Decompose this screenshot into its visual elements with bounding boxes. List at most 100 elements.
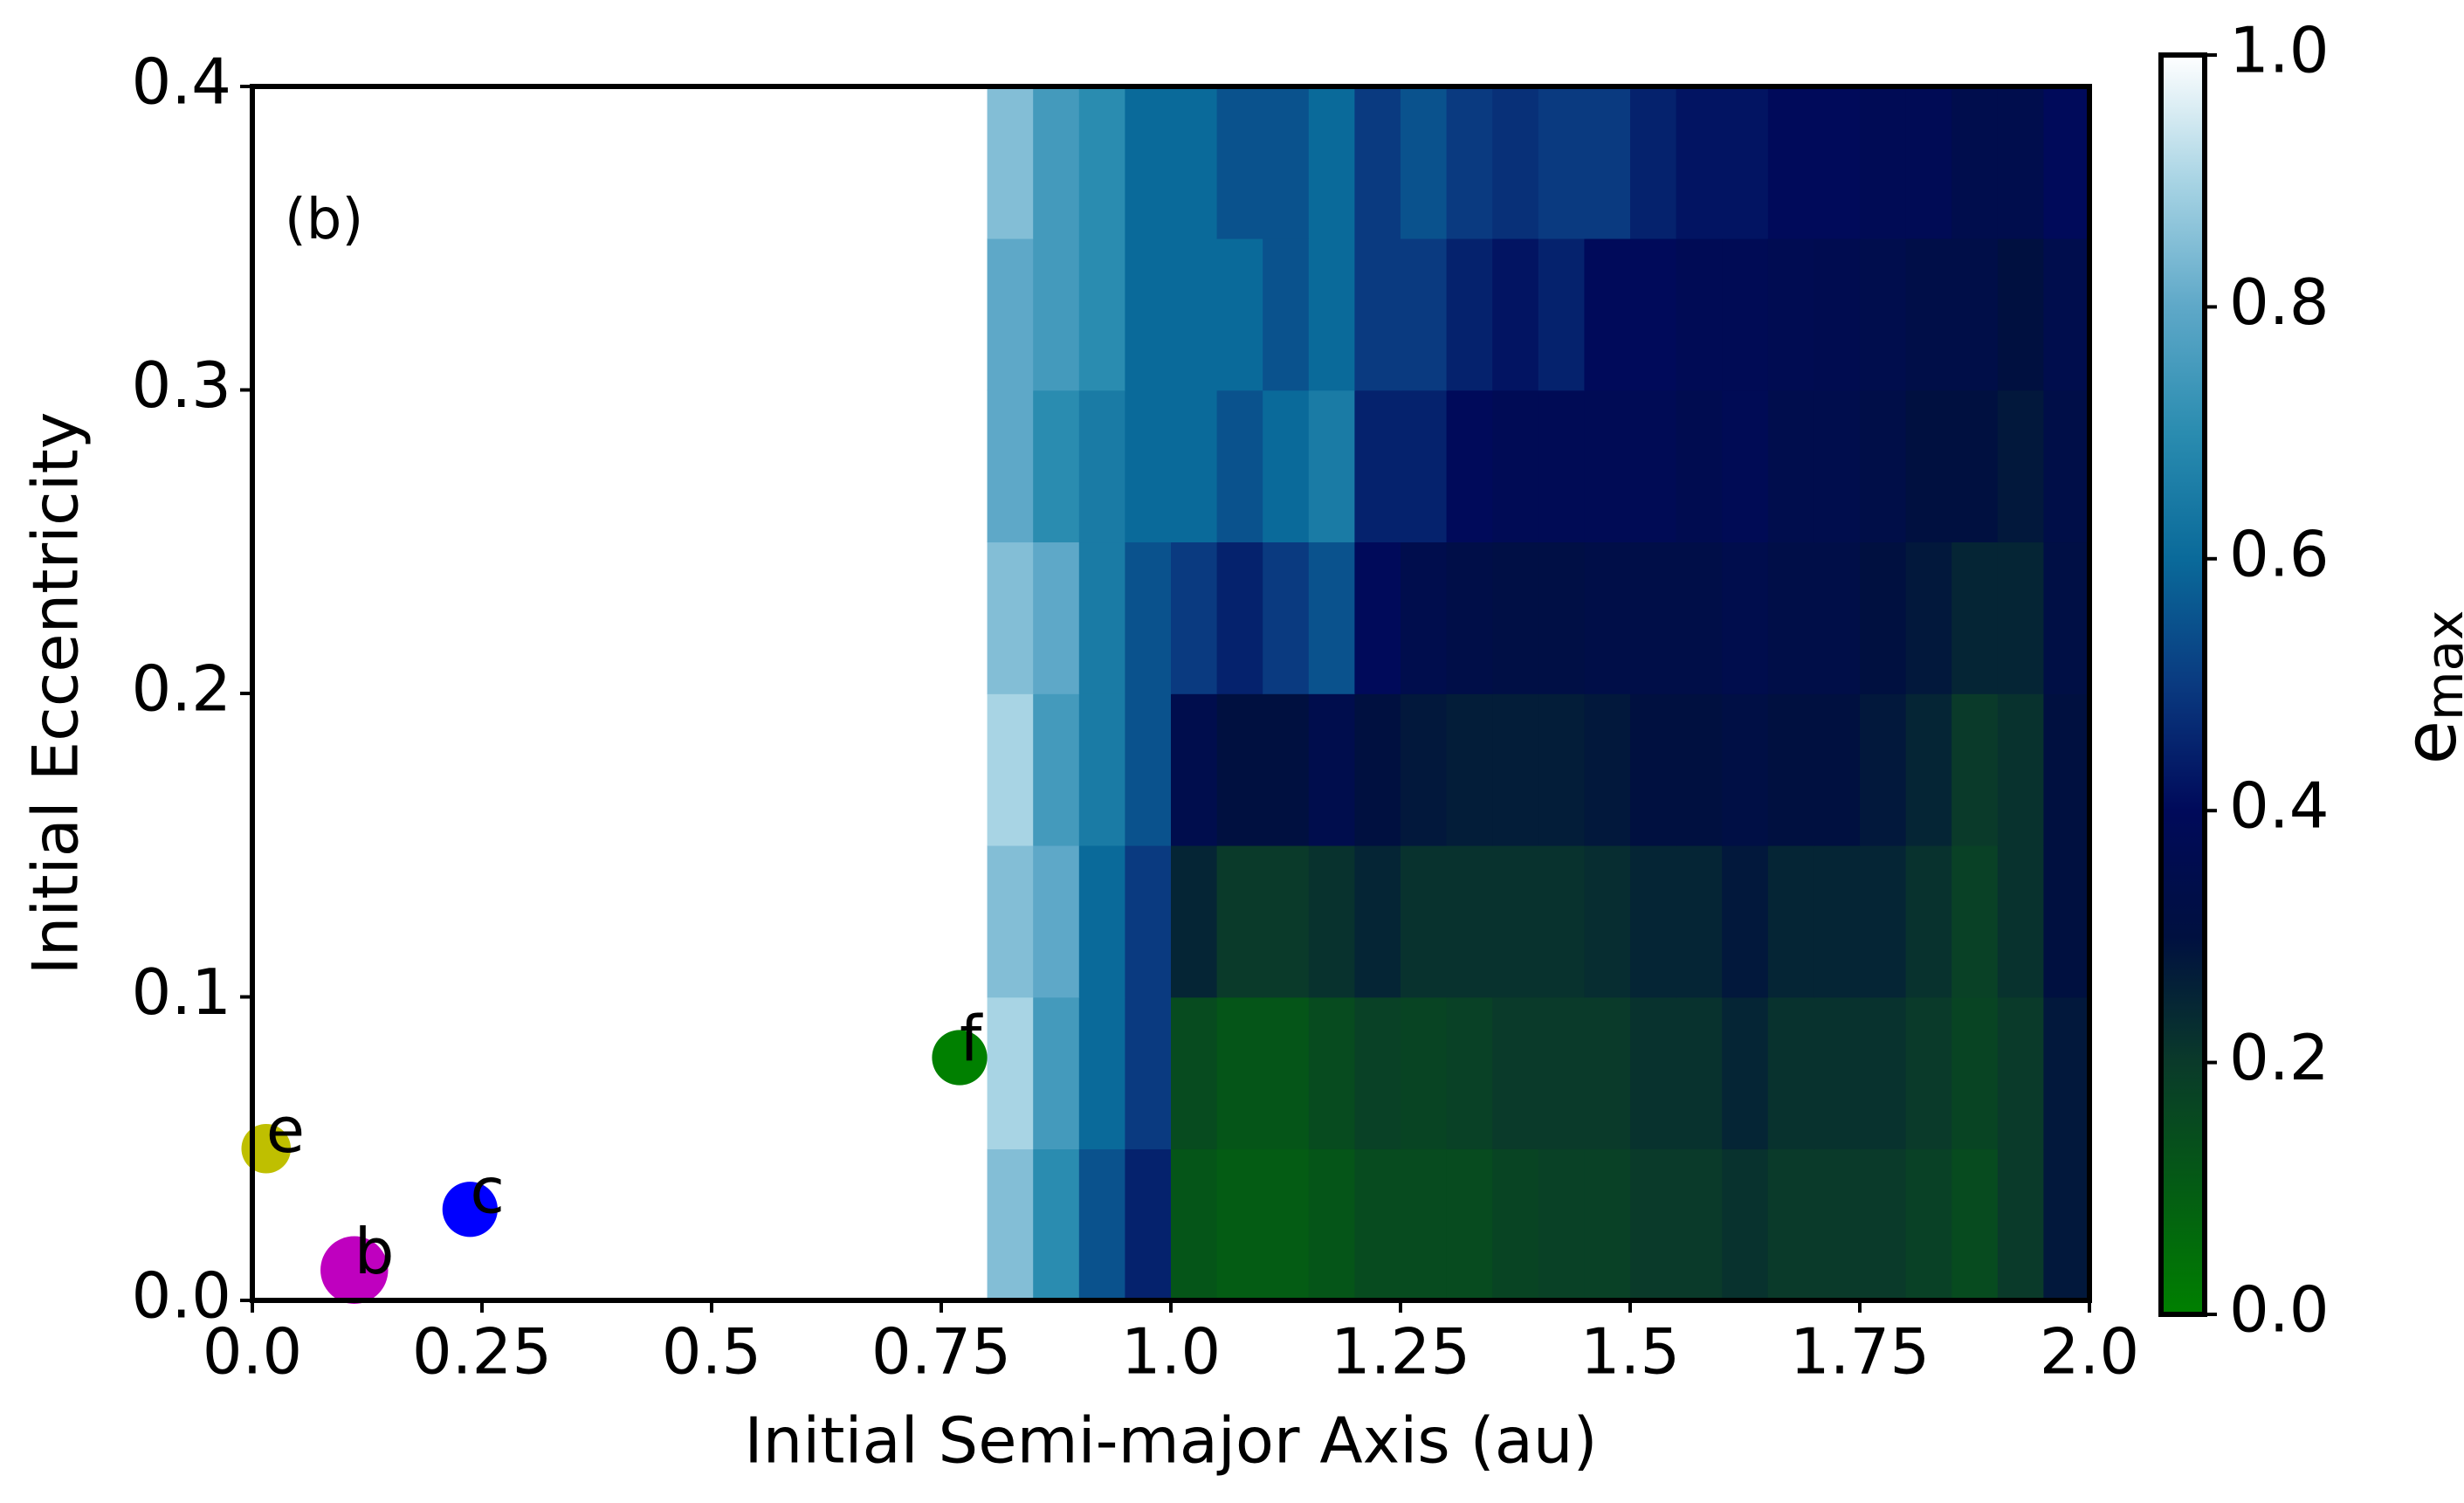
heatmap-cell: [1033, 693, 1080, 846]
heatmap-cell: [1860, 996, 1907, 1150]
x-tick-label: 1.0: [1121, 1315, 1222, 1389]
heatmap-cell: [1078, 693, 1126, 846]
heatmap-cell: [1033, 86, 1080, 239]
heatmap-cell: [1997, 845, 2045, 998]
heatmap-cell: [1767, 996, 1815, 1150]
heatmap-cell: [2043, 1148, 2090, 1301]
heatmap-cell: [1401, 238, 1448, 391]
heatmap-cell: [1033, 845, 1080, 998]
heatmap-cell: [1630, 541, 1677, 694]
heatmap-cell: [1308, 996, 1356, 1150]
heatmap-cell: [1401, 541, 1448, 694]
colorbar-tick-label: 0.4: [2229, 769, 2330, 843]
heatmap-cell: [1263, 86, 1310, 239]
heatmap-cell: [1905, 86, 1952, 239]
heatmap-cell: [1401, 86, 1448, 239]
heatmap-cell: [1951, 390, 1999, 543]
heatmap-cell: [1216, 541, 1263, 694]
heatmap-cell: [1125, 541, 1172, 694]
y-tick-label: 0.3: [131, 348, 231, 422]
colorbar-label: emax: [2390, 610, 2464, 765]
heatmap-cell: [1492, 541, 1539, 694]
heatmap-cell: [1630, 1148, 1677, 1301]
heatmap-cell: [1584, 86, 1631, 239]
heatmap-cell: [1814, 541, 1861, 694]
heatmap: [987, 86, 2090, 1301]
heatmap-cell: [1216, 693, 1263, 846]
heatmap-cell: [1722, 390, 1769, 543]
heatmap-cell: [1676, 845, 1723, 998]
heatmap-cell: [1078, 541, 1126, 694]
x-tick-label: 1.5: [1580, 1315, 1681, 1389]
heatmap-cell: [1216, 845, 1263, 998]
heatmap-cell: [1538, 1148, 1586, 1301]
colorbar-tick-label: 0.0: [2229, 1273, 2330, 1347]
heatmap-cell: [1997, 390, 2045, 543]
heatmap-cell: [1630, 693, 1677, 846]
colorbar-tick-label: 0.8: [2229, 265, 2330, 339]
heatmap-cell: [1997, 1148, 2045, 1301]
heatmap-cell: [1263, 845, 1310, 998]
x-tick-label: 0.75: [871, 1315, 1011, 1389]
heatmap-cell: [1033, 996, 1080, 1150]
heatmap-cell: [1492, 390, 1539, 543]
heatmap-cell: [1401, 996, 1448, 1150]
heatmap-cell: [1951, 86, 1999, 239]
y-tick-label: 0.2: [131, 652, 231, 726]
heatmap-cell: [1905, 541, 1952, 694]
planet-label: f: [960, 1003, 983, 1076]
heatmap-cell: [987, 996, 1034, 1150]
heatmap-cell: [1033, 238, 1080, 391]
x-tick-label: 0.0: [203, 1315, 303, 1389]
heatmap-cell: [1308, 1148, 1356, 1301]
heatmap-cell: [1354, 86, 1401, 239]
heatmap-cell: [1630, 238, 1677, 391]
heatmap-cell: [1722, 845, 1769, 998]
heatmap-cell: [1584, 1148, 1631, 1301]
heatmap-cell: [1538, 86, 1586, 239]
heatmap-cell: [1078, 996, 1126, 1150]
heatmap-cell: [1492, 845, 1539, 998]
heatmap-cell: [1630, 996, 1677, 1150]
heatmap-cell: [1263, 1148, 1310, 1301]
heatmap-cell: [1722, 541, 1769, 694]
heatmap-cell: [1125, 996, 1172, 1150]
heatmap-cell: [1767, 238, 1815, 391]
colorbar-label-base: e: [2390, 720, 2464, 764]
heatmap-cell: [1308, 86, 1356, 239]
heatmap-cell: [1814, 996, 1861, 1150]
heatmap-cell: [1354, 1148, 1401, 1301]
heatmap-cell: [1171, 1148, 1218, 1301]
heatmap-cell: [1446, 238, 1493, 391]
heatmap-cell: [1676, 693, 1723, 846]
heatmap-cell: [1538, 238, 1586, 391]
heatmap-cell: [1308, 541, 1356, 694]
heatmap-cell: [1446, 86, 1493, 239]
heatmap-cell: [1263, 238, 1310, 391]
heatmap-cell: [987, 1148, 1034, 1301]
heatmap-cell: [1767, 845, 1815, 998]
heatmap-cell: [1078, 845, 1126, 998]
heatmap-cell: [1905, 693, 1952, 846]
heatmap-cell: [1997, 693, 2045, 846]
heatmap-cell: [1860, 1148, 1907, 1301]
heatmap-cell: [1814, 390, 1861, 543]
x-tick-label: 2.0: [2040, 1315, 2140, 1389]
heatmap-cell: [1354, 390, 1401, 543]
heatmap-cell: [1171, 238, 1218, 391]
heatmap-cell: [1584, 996, 1631, 1150]
heatmap-cell: [1538, 845, 1586, 998]
heatmap-cell: [2043, 996, 2090, 1150]
plot-frame: [250, 84, 2092, 1303]
heatmap-cell: [1354, 845, 1401, 998]
panel-annotation: (b): [285, 188, 364, 252]
heatmap-cell: [1078, 1148, 1126, 1301]
heatmap-cell: [1676, 390, 1723, 543]
heatmap-cell: [2043, 390, 2090, 543]
heatmap-cell: [1951, 541, 1999, 694]
y-axis-label: Initial Eccentricity: [19, 412, 93, 976]
heatmap-cell: [1722, 86, 1769, 239]
heatmap-cell: [1905, 996, 1952, 1150]
heatmap-cell: [1814, 1148, 1861, 1301]
heatmap-cell: [1492, 1148, 1539, 1301]
